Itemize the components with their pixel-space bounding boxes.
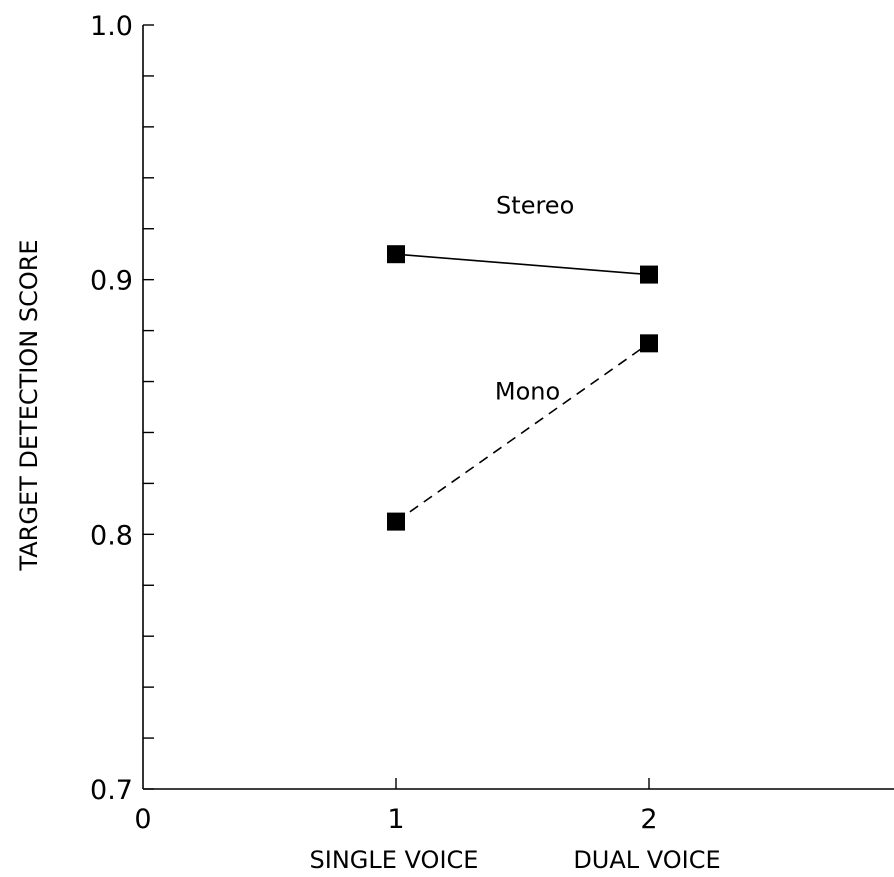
y-tick-label: 0.8: [90, 520, 133, 551]
data-point-mono: [387, 512, 405, 531]
series-label-mono: Mono: [495, 377, 560, 405]
ticks: [143, 24, 650, 790]
x-category-label: SINGLE VOICE: [310, 846, 479, 874]
data-point-mono: [640, 334, 658, 353]
axes: [142, 25, 894, 790]
x-tick-label: 0: [134, 804, 151, 835]
series-group: Stereo Mono: [387, 191, 658, 531]
data-point-stereo: [640, 265, 658, 284]
y-tick-label: 0.7: [90, 775, 133, 806]
tick-labels: 0.7 0.8 0.9 1.0 0 1 2 SINGLE VOICE DUAL VOICE: [90, 11, 721, 874]
y-tick-label: 0.9: [90, 266, 133, 297]
series-line-stereo: [395, 253, 650, 276]
series-label-stereo: Stereo: [496, 191, 574, 219]
x-tick-label: 1: [387, 804, 404, 835]
y-tick-label: 1.0: [90, 11, 133, 42]
y-axis-title: TARGET DETECTION SCORE: [15, 239, 43, 571]
x-tick-label: 2: [640, 804, 657, 835]
x-category-label: DUAL VOICE: [573, 846, 720, 874]
series-line-mono: [395, 342, 650, 523]
data-point-stereo: [387, 245, 405, 264]
